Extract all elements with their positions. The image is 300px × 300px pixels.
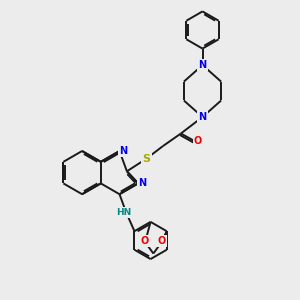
Text: S: S <box>142 154 150 164</box>
Text: N: N <box>198 112 207 122</box>
Text: N: N <box>198 60 207 70</box>
Text: N: N <box>138 178 146 188</box>
Text: N: N <box>119 146 127 156</box>
Text: HN: HN <box>116 208 131 217</box>
Text: O: O <box>194 136 202 146</box>
Text: O: O <box>158 236 166 246</box>
Text: O: O <box>141 236 149 246</box>
